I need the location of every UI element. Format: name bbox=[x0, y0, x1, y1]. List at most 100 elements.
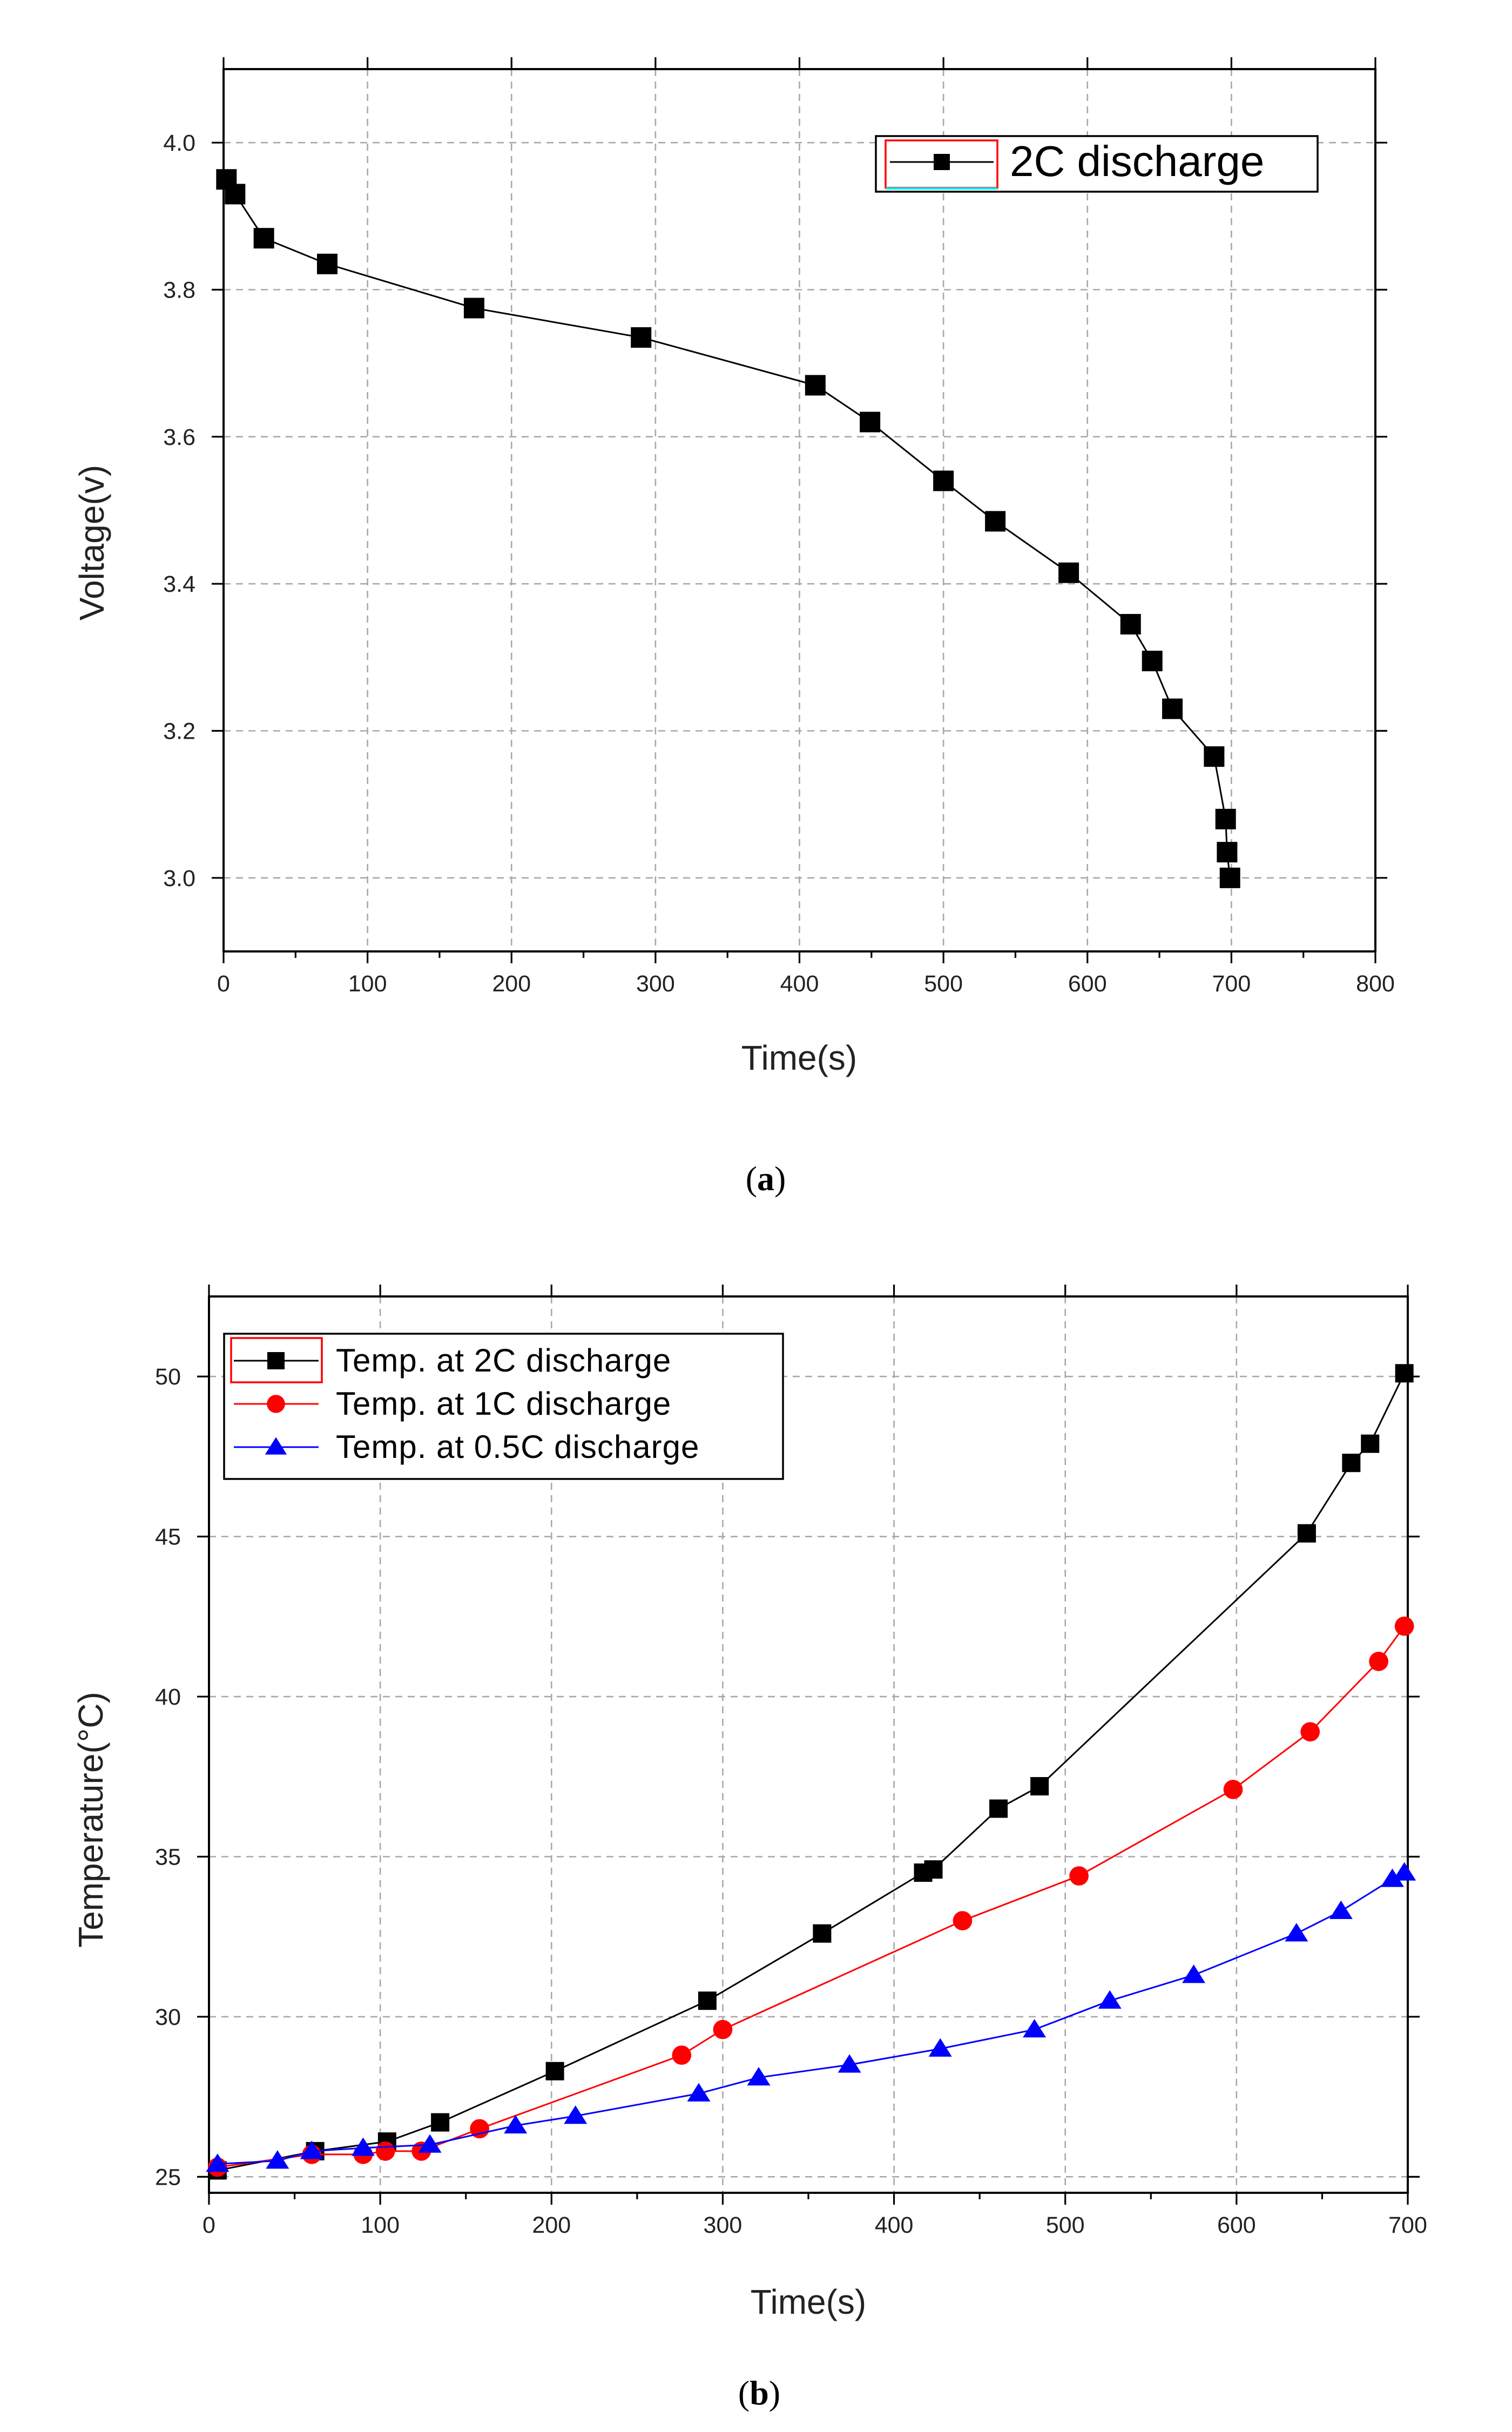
x-axis-title: Time(s) bbox=[741, 1038, 857, 1077]
data-point bbox=[206, 2153, 230, 2172]
data-point bbox=[1098, 1990, 1122, 2009]
data-point bbox=[1223, 1780, 1243, 1799]
legend-highlight bbox=[230, 1337, 323, 1383]
data-point bbox=[1369, 1652, 1388, 1671]
x-tick-label: 800 bbox=[1356, 971, 1395, 997]
caption-b: (b) bbox=[738, 2374, 781, 2412]
y-axis-title: Voltage(v) bbox=[72, 465, 111, 620]
x-tick-label: 0 bbox=[202, 2212, 215, 2238]
data-point bbox=[1395, 1364, 1414, 1383]
data-point bbox=[1030, 1777, 1049, 1796]
x-tick-label: 100 bbox=[361, 2212, 400, 2238]
data-point bbox=[1342, 1454, 1361, 1472]
y-tick-label: 4.0 bbox=[163, 130, 195, 156]
data-point bbox=[351, 2137, 375, 2156]
legend-marker bbox=[267, 1395, 285, 1413]
y-tick-label: 3.8 bbox=[163, 278, 195, 303]
data-point bbox=[747, 2067, 771, 2086]
data-point bbox=[418, 2134, 442, 2153]
y-tick-label: 3.0 bbox=[163, 866, 195, 891]
data-point bbox=[989, 1799, 1008, 1818]
series-line-1 bbox=[217, 1625, 1405, 2168]
series-layer bbox=[216, 169, 1240, 888]
legend: Temp. at 2C discharge Temp. at 1C dischar… bbox=[223, 1333, 784, 1480]
y-tick-label: 25 bbox=[155, 2164, 181, 2190]
data-point bbox=[504, 2115, 528, 2134]
caption-a: (a) bbox=[745, 1159, 786, 1198]
y-tick-label: 35 bbox=[155, 1845, 181, 1870]
data-point bbox=[713, 2019, 733, 2039]
data-point bbox=[860, 411, 881, 433]
x-tick-label: 0 bbox=[217, 971, 230, 997]
x-tick-label: 200 bbox=[532, 2212, 571, 2238]
temperature-chart: 0 100 200 300 400 500 600 700 25 30 35 40 45 50 Temp.… bbox=[71, 1285, 1427, 2321]
x-tick-label: 200 bbox=[492, 971, 531, 997]
x-tick-label: 400 bbox=[780, 971, 819, 997]
data-point bbox=[1023, 2019, 1047, 2038]
x-tick-label: 600 bbox=[1217, 2212, 1256, 2238]
legend-label-2c: 2C discharge bbox=[1010, 137, 1264, 185]
voltage-chart: 0 100 200 300 400 500 600 700 800 3.0 3.2 3.4 3.6 3.8… bbox=[72, 57, 1395, 1077]
data-point bbox=[1361, 1434, 1380, 1453]
data-point bbox=[813, 1924, 832, 1943]
data-point bbox=[805, 375, 826, 396]
data-point bbox=[470, 2119, 489, 2139]
data-point bbox=[375, 2141, 395, 2161]
y-tick-label: 45 bbox=[155, 1524, 181, 1550]
series-line-0 bbox=[226, 179, 1231, 879]
x-tick-label: 300 bbox=[704, 2212, 742, 2238]
data-point bbox=[316, 253, 338, 274]
x-tick-label: 500 bbox=[1046, 2212, 1085, 2238]
data-point bbox=[631, 327, 652, 348]
data-point bbox=[1300, 1722, 1320, 1742]
data-point bbox=[698, 1991, 717, 2010]
series-line-2 bbox=[217, 1872, 1405, 2165]
grid bbox=[209, 1296, 1408, 2193]
data-point bbox=[1142, 651, 1163, 672]
data-point bbox=[564, 2105, 588, 2124]
x-axis-title: Time(s) bbox=[751, 2282, 866, 2321]
series-line-0 bbox=[217, 1373, 1406, 2171]
data-point bbox=[1058, 562, 1079, 583]
axis-ticks: 0 100 200 300 400 500 600 700 800 3.0 3.2 3.4 3.6 3.8… bbox=[163, 57, 1395, 997]
data-point bbox=[985, 511, 1006, 532]
data-point bbox=[838, 2054, 861, 2073]
y-axis-title: Temperature(°C) bbox=[71, 1692, 110, 1948]
legend-marker-2c bbox=[934, 154, 950, 170]
caption-b-letter: b bbox=[750, 2374, 769, 2412]
data-point bbox=[1394, 1616, 1414, 1636]
data-point bbox=[545, 2062, 564, 2080]
data-point bbox=[1182, 1964, 1206, 1983]
data-point bbox=[1215, 808, 1236, 829]
y-tick-label: 3.4 bbox=[163, 571, 195, 597]
data-point bbox=[933, 470, 954, 491]
data-point bbox=[1329, 1900, 1353, 1919]
data-point bbox=[924, 1860, 943, 1879]
y-tick-label: 3.6 bbox=[163, 424, 195, 450]
y-tick-label: 50 bbox=[155, 1364, 181, 1390]
x-tick-label: 700 bbox=[1388, 2212, 1427, 2238]
data-point bbox=[672, 2045, 692, 2065]
data-point bbox=[463, 298, 484, 319]
data-point bbox=[1285, 1923, 1308, 1942]
y-tick-label: 30 bbox=[155, 2004, 181, 2030]
axis-ticks: 0 100 200 300 400 500 600 700 25 30 35 40 45 50 bbox=[155, 1285, 1427, 2238]
grid bbox=[224, 69, 1375, 951]
x-tick-label: 400 bbox=[875, 2212, 914, 2238]
data-point bbox=[300, 2140, 323, 2159]
data-point bbox=[1393, 1862, 1416, 1881]
data-point bbox=[1204, 746, 1225, 767]
data-point bbox=[253, 228, 274, 249]
data-point bbox=[1219, 867, 1240, 888]
data-point bbox=[266, 2150, 289, 2169]
data-point bbox=[225, 184, 246, 205]
data-point bbox=[1162, 698, 1183, 719]
data-point bbox=[1069, 1866, 1089, 1886]
y-tick-label: 3.2 bbox=[163, 719, 195, 745]
x-tick-label: 500 bbox=[924, 971, 963, 997]
data-point bbox=[1297, 1524, 1316, 1543]
legend-marker bbox=[265, 1437, 287, 1455]
legend-label: Temp. at 1C discharge bbox=[336, 1386, 671, 1422]
x-tick-label: 100 bbox=[348, 971, 387, 997]
data-point bbox=[431, 2113, 450, 2132]
